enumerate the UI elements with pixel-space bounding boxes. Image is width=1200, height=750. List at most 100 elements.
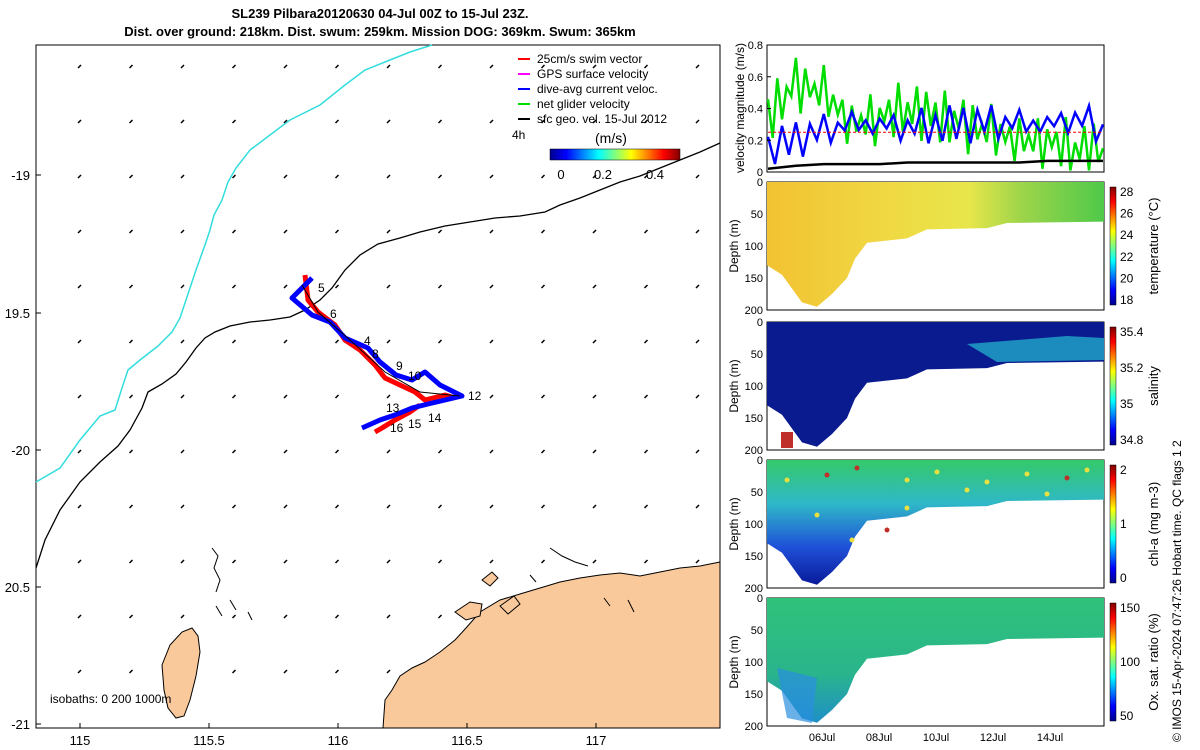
- sfc-velocity-arrow: [334, 614, 340, 619]
- sfc-velocity-arrow: [334, 394, 340, 399]
- longitude-tick-label: 116.5: [451, 733, 483, 748]
- velocity-ytick-label: 0.2: [748, 135, 763, 147]
- sfc-velocity-arrow: [334, 339, 340, 344]
- legend-entry: net glider velocity: [537, 97, 630, 111]
- sfc-velocity-arrow: [592, 559, 597, 564]
- sfc-velocity-arrow: [489, 339, 494, 344]
- sfc-velocity-arrow: [77, 394, 82, 399]
- sfc-velocity-arrow: [128, 119, 134, 124]
- sfc-velocity-arrow: [77, 504, 82, 509]
- track-day-label: 13: [386, 401, 400, 415]
- sfc-velocity-arrow: [77, 119, 82, 124]
- sfc-velocity-arrow: [592, 394, 597, 399]
- track-day-label: 15: [408, 417, 422, 431]
- sfc-velocity-arrow: [540, 504, 546, 509]
- sfc-velocity-arrow: [695, 559, 700, 564]
- sfc-velocity-arrow: [180, 614, 185, 619]
- longitude-tick-label: 115.5: [193, 733, 225, 748]
- sfc-velocity-arrow: [283, 174, 288, 179]
- island-small-2: [481, 571, 499, 587]
- sfc-velocity-arrow: [437, 559, 443, 564]
- sfc-velocity-arrow: [180, 174, 185, 179]
- sfc-velocity-arrow: [128, 284, 134, 289]
- sfc-velocity-arrow: [643, 339, 649, 344]
- sfc-velocity-arrow: [283, 449, 288, 454]
- colorbar-tick-label: 0: [1120, 571, 1127, 585]
- sfc-velocity-arrow: [386, 229, 391, 234]
- sfc-velocity-arrow: [695, 449, 700, 454]
- sfc-velocity-arrow: [540, 64, 546, 69]
- sfc-velocity-arrow: [180, 119, 185, 124]
- sfc-velocity-arrow: [283, 669, 288, 674]
- depth-tick-label: 150: [745, 413, 763, 425]
- depth-tick-label: 50: [751, 349, 763, 361]
- colorbar-tick-label: 35: [1120, 397, 1134, 411]
- section-field: [767, 460, 1104, 585]
- sfc-velocity-arrow: [695, 174, 700, 179]
- sfc-velocity-arrow: [695, 64, 700, 69]
- depth-axis-label: Depth (m): [727, 219, 741, 272]
- latitude-tick-label: 20.5: [5, 580, 30, 595]
- sfc-velocity-arrow: [77, 174, 82, 179]
- sfc-velocity-arrow: [283, 64, 288, 69]
- depth-tick-label: 150: [745, 273, 763, 285]
- sfc-velocity-arrow: [643, 504, 649, 509]
- depth-tick-label: 0: [757, 593, 763, 605]
- time-tick-label: 10Jul: [923, 732, 949, 744]
- plot-title-line2: Dist. over ground: 218km. Dist. swum: 25…: [124, 24, 636, 39]
- sfc-velocity-arrow: [386, 64, 391, 69]
- time-tick-label: 06Jul: [809, 732, 835, 744]
- sfc-velocity-arrow: [231, 449, 237, 454]
- section-field: [767, 598, 1104, 723]
- sfc-velocity-arrow: [180, 339, 185, 344]
- sfc-velocity-arrow: [231, 64, 237, 69]
- velocity-panel: 0 0.2 0.4 0.6 0.8 velocity magnitude (m/s): [733, 40, 1105, 179]
- speed-colorbar: [549, 148, 681, 161]
- sfc-velocity-arrow: [283, 229, 288, 234]
- colorbar-title: Ox. sat. ratio (%): [1146, 613, 1161, 711]
- sfc-velocity-arrow: [334, 174, 340, 179]
- colorbar-tick-label: 1: [1120, 517, 1127, 531]
- sfc-velocity-arrow: [386, 119, 391, 124]
- sfc-velocity-arrow: [386, 339, 391, 344]
- time-tick-label: 14Jul: [1037, 732, 1063, 744]
- isobath-1000m: [35, 44, 433, 483]
- sfc-velocity-arrow: [77, 229, 82, 234]
- salinity-bottom-patch: [781, 432, 793, 448]
- legend-entry: dive-avg current veloc.: [537, 82, 658, 96]
- velocity-series-line: [766, 57, 1105, 171]
- sfc-velocity-arrow: [489, 64, 494, 69]
- track-day-label: 12: [468, 389, 482, 403]
- depth-tick-label: 200: [745, 721, 763, 733]
- chla-sample-point: [964, 487, 970, 493]
- longitude-tick-label: 115: [70, 733, 91, 748]
- section-colorbar: [1109, 326, 1117, 446]
- colorbar-tick-label: 18: [1120, 293, 1134, 307]
- sfc-velocity-arrow: [386, 504, 391, 509]
- sfc-velocity-arrow: [695, 504, 700, 509]
- sfc-velocity-arrow: [437, 119, 443, 124]
- depth-axis-label: Depth (m): [727, 359, 741, 412]
- sfc-velocity-arrow: [128, 449, 134, 454]
- sfc-velocity-arrow: [180, 449, 185, 454]
- track-day-label: 14: [428, 411, 442, 425]
- sfc-velocity-arrow: [489, 394, 494, 399]
- sfc-velocity-arrow: [334, 284, 340, 289]
- chla-sample-point: [849, 537, 855, 543]
- depth-tick-label: 100: [745, 657, 763, 669]
- section-panel-temperature: 0 50 100 150 200 Depth (m) 18 20 22 24 26 28 tempera…: [727, 177, 1161, 317]
- depth-tick-label: 0: [757, 177, 763, 189]
- sfc-velocity-arrow: [77, 284, 82, 289]
- time-axis-ticks: 06Jul 08Jul 10Jul 12Jul 14Jul: [809, 732, 1063, 744]
- sfc-velocity-arrow: [695, 284, 700, 289]
- sfc-velocity-arrow: [283, 284, 288, 289]
- longitude-tick-label: 117: [586, 733, 607, 748]
- time-tick-label: 08Jul: [866, 732, 892, 744]
- sfc-velocity-arrow: [592, 119, 597, 124]
- section-panel-salinity: 0 50 100 150 200 Depth (m) 34.8 35 35.2 35.4 salin…: [727, 317, 1161, 457]
- colorbar-tick-label: 34.8: [1120, 433, 1144, 447]
- sfc-velocity-arrow: [128, 669, 134, 674]
